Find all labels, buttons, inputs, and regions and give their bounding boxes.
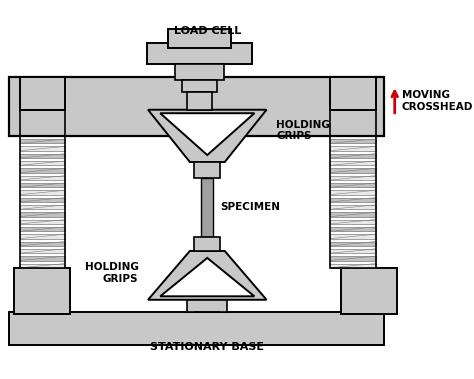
Polygon shape [148, 110, 266, 162]
Polygon shape [20, 241, 65, 246]
Polygon shape [330, 263, 375, 268]
Polygon shape [20, 256, 65, 260]
Bar [187, 92, 212, 110]
Polygon shape [20, 197, 65, 202]
Polygon shape [20, 124, 65, 129]
Bar [201, 178, 213, 237]
Text: HOLDING
GRIPS: HOLDING GRIPS [276, 120, 330, 141]
Polygon shape [330, 212, 375, 217]
Bar [20, 77, 65, 110]
Text: LOAD CELL: LOAD CELL [173, 26, 241, 36]
Polygon shape [20, 153, 65, 158]
Polygon shape [330, 161, 375, 165]
Text: STATIONARY BASE: STATIONARY BASE [150, 342, 264, 352]
Polygon shape [20, 227, 65, 231]
Polygon shape [148, 251, 266, 300]
Polygon shape [20, 205, 65, 209]
Polygon shape [20, 139, 65, 143]
Polygon shape [330, 205, 375, 209]
Polygon shape [160, 113, 255, 155]
Text: HOLDING
GRIPS: HOLDING GRIPS [84, 262, 138, 283]
Polygon shape [330, 227, 375, 231]
Polygon shape [330, 168, 375, 173]
Polygon shape [20, 212, 65, 217]
Polygon shape [20, 190, 65, 195]
Bar [9, 77, 384, 136]
Polygon shape [330, 117, 375, 121]
Bar [341, 268, 397, 314]
Polygon shape [330, 241, 375, 246]
Polygon shape [20, 132, 65, 136]
Text: MOVING
CROSSHEAD: MOVING CROSSHEAD [401, 90, 473, 112]
Bar [330, 110, 375, 268]
Polygon shape [20, 183, 65, 187]
Polygon shape [20, 161, 65, 165]
Bar [194, 162, 220, 178]
Polygon shape [330, 197, 375, 202]
Polygon shape [20, 146, 65, 151]
Polygon shape [330, 110, 375, 114]
Polygon shape [330, 234, 375, 238]
Bar [20, 110, 65, 268]
Polygon shape [330, 249, 375, 253]
Polygon shape [330, 153, 375, 158]
Bar [194, 237, 220, 251]
Bar [175, 64, 224, 80]
Polygon shape [20, 175, 65, 180]
Bar [187, 300, 228, 312]
Polygon shape [330, 256, 375, 260]
Polygon shape [160, 258, 255, 296]
Polygon shape [330, 190, 375, 195]
Polygon shape [330, 139, 375, 143]
Polygon shape [20, 234, 65, 238]
Polygon shape [20, 249, 65, 253]
Polygon shape [330, 219, 375, 224]
Bar [168, 29, 231, 48]
Polygon shape [330, 124, 375, 129]
Polygon shape [330, 132, 375, 136]
Polygon shape [330, 146, 375, 151]
Polygon shape [330, 175, 375, 180]
Polygon shape [330, 183, 375, 187]
Polygon shape [20, 263, 65, 268]
Bar [9, 312, 384, 345]
Polygon shape [20, 110, 65, 114]
Bar [182, 80, 217, 92]
Polygon shape [20, 117, 65, 121]
Polygon shape [20, 219, 65, 224]
Bar [14, 268, 71, 314]
Polygon shape [20, 168, 65, 173]
Bar [330, 77, 375, 110]
Bar [147, 44, 252, 64]
Text: SPECIMEN: SPECIMEN [220, 202, 280, 212]
